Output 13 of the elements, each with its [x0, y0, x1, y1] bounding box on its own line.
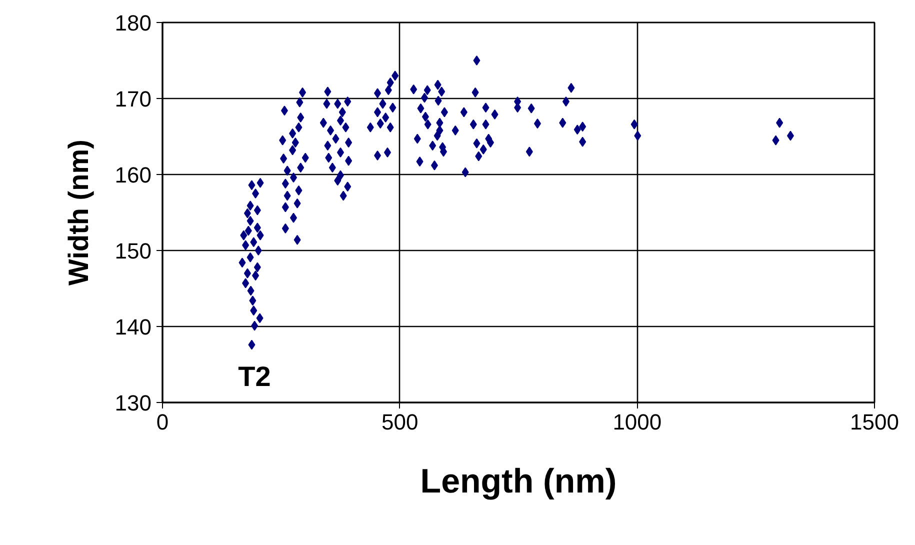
- y-tick-label: 160: [114, 162, 152, 188]
- x-axis-title: Length (nm): [420, 462, 617, 500]
- y-tick-label: 170: [114, 86, 152, 112]
- x-tick-label: 1000: [612, 410, 662, 434]
- annotation: T2: [238, 361, 271, 392]
- y-tick-label: 140: [114, 314, 152, 340]
- y-axis-title: Width (nm): [62, 140, 94, 286]
- x-tick-label: 500: [381, 410, 418, 434]
- y-tick-label: 130: [114, 390, 152, 416]
- x-tick-label: 0: [156, 410, 169, 434]
- x-tick-label: 1500: [850, 410, 899, 434]
- y-tick-label: 150: [114, 238, 152, 264]
- y-tick-label: 180: [114, 10, 152, 36]
